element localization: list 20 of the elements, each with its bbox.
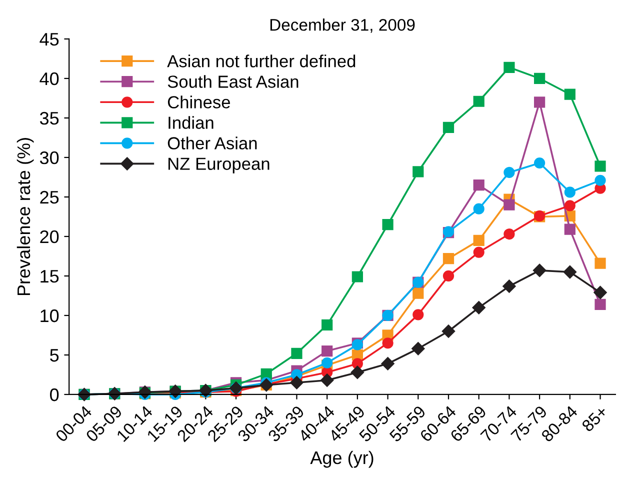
y-tick-label: 35 (40, 112, 59, 125)
y-tick-label: 20 (40, 230, 59, 244)
legend-label: Other Asian (168, 136, 257, 150)
y-tick-label: 40 (40, 72, 59, 86)
y-tick-label: 0 (50, 388, 59, 402)
legend-label: Indian (168, 116, 214, 129)
legend-label: Asian not further defined (167, 54, 356, 68)
legend-label: South East Asian (168, 75, 298, 88)
legend-label: NZ European (168, 158, 270, 174)
chart-title: December 31, 2009 (270, 18, 415, 33)
y-tick-label: 45 (40, 33, 59, 46)
y-tick-label: 5 (50, 349, 59, 362)
y-tick-label: 30 (40, 151, 59, 164)
x-tick-label: 85+ (581, 405, 608, 432)
legend-label: Chinese (168, 96, 230, 108)
y-tick-label: 15 (40, 270, 59, 283)
y-axis-title: Prevalence rate (%) (16, 138, 34, 296)
x-axis-title: Age (yr) (310, 450, 374, 468)
y-tick-label: 10 (40, 309, 59, 322)
y-tick-label: 25 (40, 190, 59, 204)
